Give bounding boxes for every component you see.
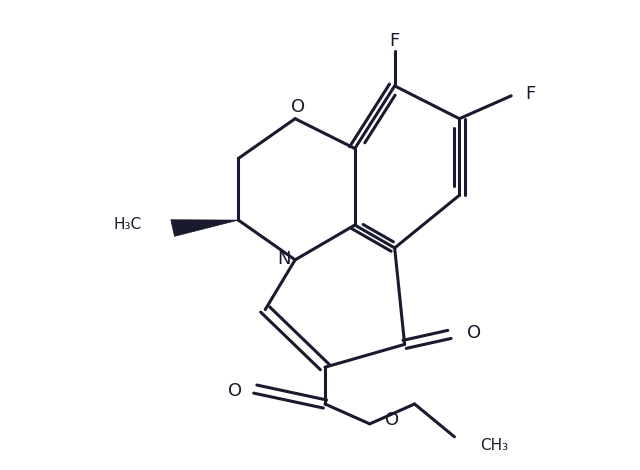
Text: F: F <box>525 86 536 103</box>
Text: O: O <box>228 383 242 400</box>
Text: O: O <box>467 324 481 342</box>
Text: CH₃: CH₃ <box>480 438 508 453</box>
Text: O: O <box>385 411 399 429</box>
Text: F: F <box>390 32 400 50</box>
Text: N: N <box>277 250 291 268</box>
Text: H₃C: H₃C <box>114 217 142 232</box>
Polygon shape <box>171 220 238 236</box>
Text: O: O <box>291 98 305 116</box>
